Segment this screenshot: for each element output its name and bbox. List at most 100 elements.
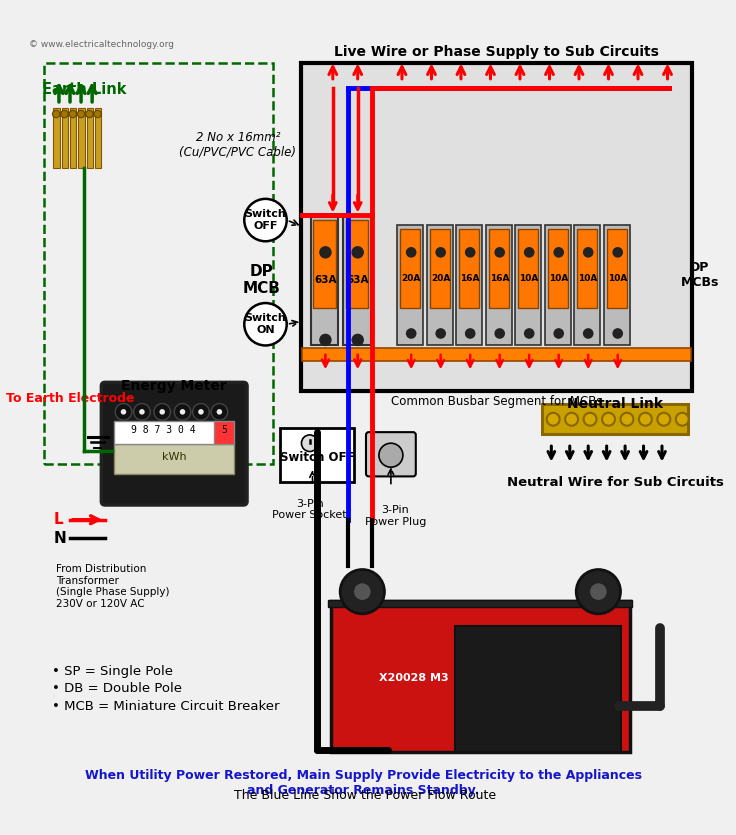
Circle shape bbox=[216, 409, 222, 415]
Bar bbox=[114, 421, 216, 444]
Text: kWh: kWh bbox=[162, 452, 186, 462]
Circle shape bbox=[565, 412, 578, 426]
Bar bbox=[314, 220, 336, 307]
Bar bbox=[489, 230, 509, 307]
FancyBboxPatch shape bbox=[280, 428, 354, 482]
Bar bbox=[459, 230, 479, 307]
Circle shape bbox=[52, 110, 60, 118]
Bar bbox=[486, 225, 512, 345]
Circle shape bbox=[116, 403, 132, 420]
Bar bbox=[548, 230, 568, 307]
Bar bbox=[430, 230, 450, 307]
Circle shape bbox=[174, 403, 191, 420]
Circle shape bbox=[657, 412, 670, 426]
Bar bbox=[114, 444, 234, 473]
Circle shape bbox=[302, 435, 318, 452]
Text: Switch OFF: Switch OFF bbox=[280, 452, 354, 464]
Circle shape bbox=[160, 409, 165, 415]
Bar bbox=[62, 108, 68, 168]
Bar bbox=[604, 225, 630, 345]
Circle shape bbox=[139, 409, 145, 415]
Circle shape bbox=[85, 110, 93, 118]
Bar bbox=[456, 225, 482, 345]
Bar bbox=[515, 225, 541, 345]
Circle shape bbox=[406, 329, 416, 338]
Bar bbox=[78, 108, 85, 168]
Text: N: N bbox=[54, 531, 66, 546]
Circle shape bbox=[590, 584, 606, 600]
Bar bbox=[214, 421, 234, 444]
Bar bbox=[545, 225, 570, 345]
Circle shape bbox=[639, 412, 652, 426]
Circle shape bbox=[180, 409, 185, 415]
Bar bbox=[54, 108, 60, 168]
Circle shape bbox=[676, 412, 689, 426]
Bar bbox=[606, 230, 627, 307]
Bar bbox=[343, 215, 371, 345]
Circle shape bbox=[436, 329, 445, 338]
Circle shape bbox=[613, 329, 623, 338]
Text: 63A: 63A bbox=[314, 275, 336, 285]
Text: • MCB = Miniature Circuit Breaker: • MCB = Miniature Circuit Breaker bbox=[52, 700, 279, 713]
Text: Energy Meter: Energy Meter bbox=[121, 378, 227, 392]
Text: DP
MCB: DP MCB bbox=[243, 264, 280, 296]
FancyBboxPatch shape bbox=[331, 601, 630, 752]
Circle shape bbox=[211, 403, 227, 420]
Bar bbox=[300, 63, 693, 391]
Bar bbox=[427, 225, 453, 345]
Circle shape bbox=[61, 110, 68, 118]
Text: 16A: 16A bbox=[490, 274, 509, 283]
Bar bbox=[87, 108, 93, 168]
Text: DP
MCBs: DP MCBs bbox=[681, 261, 719, 290]
Circle shape bbox=[320, 334, 331, 346]
Circle shape bbox=[584, 248, 592, 257]
Text: 20A: 20A bbox=[402, 274, 421, 283]
Circle shape bbox=[134, 403, 150, 420]
Text: 9 8 7 3 0 4: 9 8 7 3 0 4 bbox=[131, 425, 196, 435]
Circle shape bbox=[495, 329, 504, 338]
Text: Switch
OFF: Switch OFF bbox=[244, 210, 286, 230]
Bar bbox=[311, 215, 339, 345]
Circle shape bbox=[69, 110, 77, 118]
Circle shape bbox=[466, 329, 475, 338]
Circle shape bbox=[352, 334, 364, 346]
Text: 10A: 10A bbox=[520, 274, 539, 283]
Circle shape bbox=[602, 412, 615, 426]
Bar bbox=[328, 600, 632, 607]
Bar bbox=[577, 230, 598, 307]
Text: 5: 5 bbox=[221, 425, 227, 435]
Circle shape bbox=[406, 248, 416, 257]
Bar bbox=[542, 404, 688, 434]
Circle shape bbox=[121, 409, 127, 415]
Text: X20028 M3: X20028 M3 bbox=[379, 673, 448, 683]
Text: 10A: 10A bbox=[549, 274, 568, 283]
Circle shape bbox=[94, 110, 102, 118]
Bar bbox=[346, 220, 368, 307]
Circle shape bbox=[547, 412, 559, 426]
Bar bbox=[397, 225, 423, 345]
Circle shape bbox=[244, 303, 287, 346]
Text: Earth Link: Earth Link bbox=[42, 82, 126, 97]
Circle shape bbox=[340, 569, 384, 614]
Circle shape bbox=[320, 247, 331, 258]
Bar bbox=[574, 225, 600, 345]
Circle shape bbox=[495, 248, 504, 257]
FancyBboxPatch shape bbox=[366, 433, 416, 477]
Circle shape bbox=[436, 248, 445, 257]
Bar bbox=[518, 230, 539, 307]
Circle shape bbox=[525, 329, 534, 338]
Text: 3-Pin
Power Socket: 3-Pin Power Socket bbox=[272, 498, 347, 520]
Circle shape bbox=[193, 403, 209, 420]
Circle shape bbox=[584, 412, 596, 426]
Text: 16A: 16A bbox=[461, 274, 480, 283]
Circle shape bbox=[198, 409, 204, 415]
Text: L: L bbox=[54, 513, 63, 528]
Bar bbox=[400, 230, 420, 307]
Bar bbox=[95, 108, 102, 168]
Circle shape bbox=[576, 569, 620, 614]
Text: 3-Pin
Power Plug: 3-Pin Power Plug bbox=[365, 505, 426, 527]
Text: 20A: 20A bbox=[431, 274, 450, 283]
Circle shape bbox=[554, 329, 563, 338]
Bar bbox=[44, 63, 273, 464]
Bar bbox=[70, 108, 77, 168]
